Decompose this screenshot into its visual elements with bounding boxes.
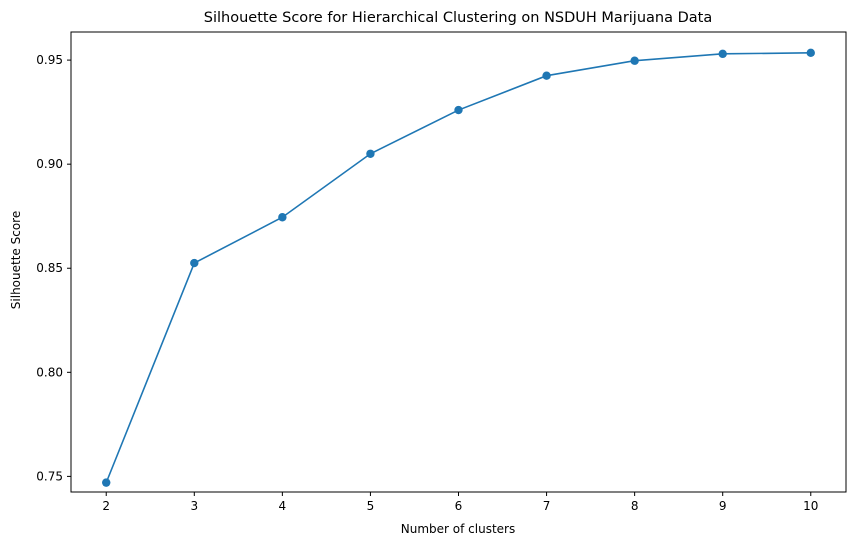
y-tick-label: 0.80 bbox=[36, 365, 63, 379]
data-point bbox=[190, 258, 199, 268]
y-tick-label: 0.90 bbox=[36, 157, 63, 171]
data-point bbox=[454, 105, 463, 115]
data-point bbox=[278, 213, 287, 222]
data-point bbox=[366, 149, 375, 158]
x-tick-label: 10 bbox=[803, 499, 818, 513]
y-tick-label: 0.95 bbox=[36, 53, 63, 67]
x-tick-label: 9 bbox=[719, 499, 727, 513]
data-point bbox=[630, 56, 639, 65]
x-tick-label: 3 bbox=[190, 499, 198, 513]
x-tick-label: 8 bbox=[631, 499, 639, 513]
series-layer bbox=[102, 48, 815, 487]
x-tick-label: 4 bbox=[279, 499, 287, 513]
y-tick-label: 0.75 bbox=[36, 469, 63, 483]
x-tick-label: 7 bbox=[543, 499, 551, 513]
x-tick-label: 6 bbox=[455, 499, 463, 513]
series-line bbox=[105, 52, 811, 483]
data-point bbox=[718, 49, 727, 59]
x-tick-label: 2 bbox=[102, 499, 110, 513]
x-axis: 2 3 4 5 6 7 8 9 10 bbox=[102, 492, 818, 513]
x-tick-label: 5 bbox=[367, 499, 375, 513]
y-axis: 0.75 0.80 0.85 0.90 0.95 bbox=[36, 53, 71, 483]
x-axis-label: Number of clusters bbox=[401, 522, 515, 536]
data-point bbox=[102, 478, 111, 487]
y-axis-label: Silhouette Score bbox=[9, 211, 23, 309]
chart-title: Silhouette Score for Hierarchical Cluste… bbox=[204, 10, 712, 26]
plot-area bbox=[70, 31, 847, 493]
data-point bbox=[806, 48, 815, 58]
y-tick-label: 0.85 bbox=[36, 261, 63, 275]
plot-frame bbox=[70, 31, 847, 493]
data-point bbox=[542, 71, 551, 80]
